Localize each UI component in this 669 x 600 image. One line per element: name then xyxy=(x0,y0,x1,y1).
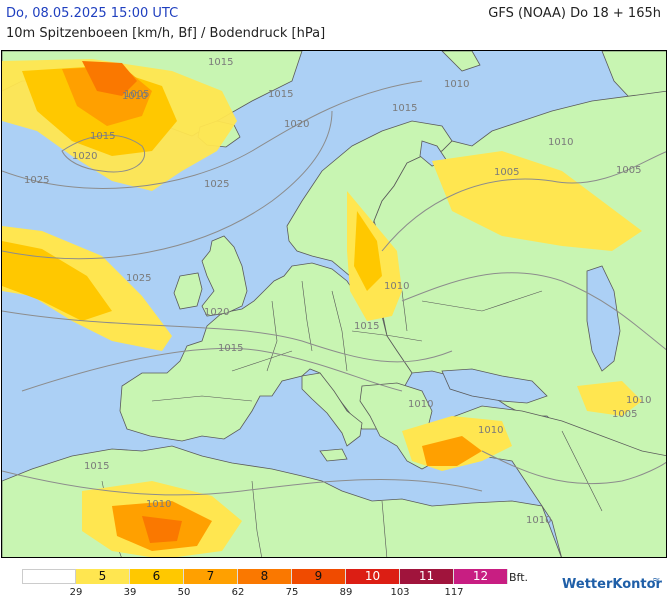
isobar-line xyxy=(381,151,666,252)
gust-area-bft7 xyxy=(422,436,482,466)
isobar-label: 1005 xyxy=(616,165,641,176)
gust-area-bft8 xyxy=(142,516,182,543)
border-line xyxy=(151,395,253,402)
caspian-sea xyxy=(586,265,621,372)
gust-area-bft6 xyxy=(2,241,112,321)
sicily-land xyxy=(319,448,348,462)
isobar-line xyxy=(481,450,666,485)
isobar-label: 1015 xyxy=(392,103,417,114)
isobar-label: 1010 xyxy=(626,395,651,406)
border-line xyxy=(351,330,423,342)
isobar-line xyxy=(21,347,403,392)
border-line xyxy=(331,290,348,372)
isobar-label: 1005 xyxy=(124,89,149,100)
isobar-label: 1015 xyxy=(84,461,109,472)
isobar-label: 1010 xyxy=(478,425,503,436)
bft-legend: 5 6 7 8 9 10 11 12 xyxy=(22,569,508,584)
gust-area-bft8 xyxy=(82,61,137,96)
svalbard-land xyxy=(441,51,481,72)
map-subtitle: 10m Spitzenboeen [km/h, Bf] / Bodendruck… xyxy=(6,26,326,41)
isobar-line xyxy=(2,80,423,189)
legend-swatch-empty xyxy=(22,569,76,584)
isobar-label: 1020 xyxy=(284,119,309,130)
gust-areas xyxy=(2,59,642,557)
isobar-line xyxy=(2,110,333,260)
isobar-label: 1010 xyxy=(122,91,147,102)
gust-area-bft5 xyxy=(577,381,642,416)
gust-area-bft5 xyxy=(432,151,642,251)
legend-unit: Bft. xyxy=(509,571,529,584)
isobar-label: 1015 xyxy=(208,57,233,68)
isobar-label: 1010 xyxy=(526,515,551,526)
isobar-label: 1005 xyxy=(494,167,519,178)
isobar-label: 1010 xyxy=(408,399,433,410)
legend-swatch-bft6: 6 xyxy=(130,569,184,584)
legend-tick-kmh: 117 xyxy=(444,587,464,598)
border-line xyxy=(266,300,278,372)
legend-tick-kmh: 50 xyxy=(177,587,191,598)
isobar-label: 1010 xyxy=(146,499,171,510)
legend-swatch-bft10: 10 xyxy=(346,569,400,584)
isobar-label: 1020 xyxy=(204,307,229,318)
isobars xyxy=(2,80,666,496)
isobar-label: 1025 xyxy=(24,175,49,186)
great-britain-land xyxy=(201,235,248,317)
isobar-label: 1015 xyxy=(90,131,115,142)
isobar-label: 1010 xyxy=(384,281,409,292)
legend-tick-kmh: 39 xyxy=(123,587,137,598)
border-line xyxy=(561,430,603,512)
model-run: GFS (NOAA) Do 18 + 165h xyxy=(488,6,661,21)
legend-tick-kmh: 89 xyxy=(339,587,353,598)
isobar-label: 1015 xyxy=(354,321,379,332)
legend-swatch-bft7: 7 xyxy=(184,569,238,584)
logo-wave-icon: ≈ xyxy=(652,575,661,586)
isobar-label: 1025 xyxy=(126,273,151,284)
isobar-label: 1005 xyxy=(612,409,637,420)
map-canvas: 1010 1015 1005 1015 1020 1015 1020 1025 … xyxy=(2,51,666,557)
legend-tick-kmh: 29 xyxy=(69,587,83,598)
legend-swatch-bft11: 11 xyxy=(400,569,454,584)
legend-swatch-bft5: 5 xyxy=(76,569,130,584)
border-line xyxy=(421,290,543,312)
legend-tick-kmh: 75 xyxy=(285,587,299,598)
legend-tick-kmh: 62 xyxy=(231,587,245,598)
isobar-label: 1015 xyxy=(218,343,243,354)
isobar-label: 1010 xyxy=(548,137,573,148)
legend-swatch-bft12: 12 xyxy=(454,569,508,584)
weather-map[interactable]: 1010 1015 1005 1015 1020 1015 1020 1025 … xyxy=(1,50,667,558)
isobar-line xyxy=(2,310,453,363)
isobar-line xyxy=(61,134,145,173)
legend-swatch-bft9: 9 xyxy=(292,569,346,584)
legend-swatch-bft8: 8 xyxy=(238,569,292,584)
isobar-label: 1025 xyxy=(204,179,229,190)
isobar-labels: 1010 1015 1005 1015 1020 1015 1020 1025 … xyxy=(24,57,651,526)
ireland-land xyxy=(173,272,203,310)
isobar-label: 1015 xyxy=(268,89,293,100)
isobar-label: 1010 xyxy=(444,79,469,90)
isobar-line xyxy=(2,470,483,496)
black-sea xyxy=(441,368,548,404)
border-line xyxy=(301,280,313,352)
forecast-datetime: Do, 08.05.2025 15:00 UTC xyxy=(6,6,179,21)
legend-tick-kmh: 103 xyxy=(390,587,410,598)
gust-area-bft6 xyxy=(354,211,382,291)
isobar-line xyxy=(401,272,666,351)
italy-land xyxy=(301,372,363,447)
wetterkontor-logo[interactable]: WetterKontor xyxy=(562,577,662,592)
isobar-label: 1020 xyxy=(72,151,97,162)
border-line xyxy=(381,500,388,557)
border-line xyxy=(251,480,262,557)
